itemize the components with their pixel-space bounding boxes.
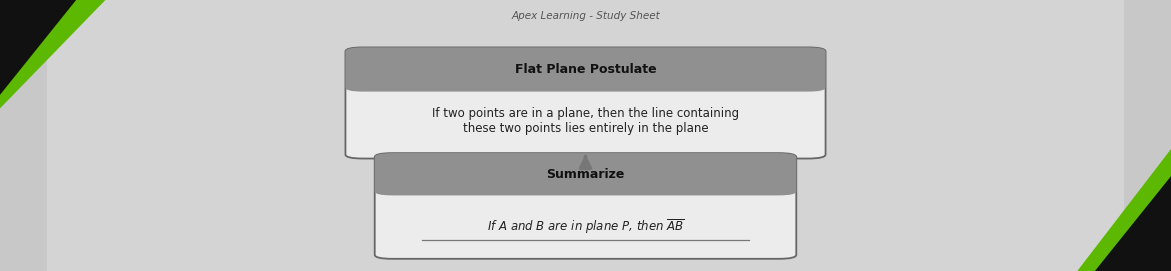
Text: If $A$ and $B$ are in plane $P$, then $\overline{AB}$: If $A$ and $B$ are in plane $P$, then $\… — [487, 217, 684, 236]
FancyBboxPatch shape — [375, 153, 796, 195]
FancyBboxPatch shape — [345, 47, 826, 92]
Polygon shape — [0, 0, 105, 108]
FancyBboxPatch shape — [395, 178, 776, 191]
Polygon shape — [1077, 149, 1171, 271]
FancyBboxPatch shape — [365, 73, 806, 88]
FancyBboxPatch shape — [47, 0, 1124, 271]
FancyBboxPatch shape — [375, 153, 796, 259]
Text: If two points are in a plane, then the line containing
these two points lies ent: If two points are in a plane, then the l… — [432, 107, 739, 135]
Text: Apex Learning - Study Sheet: Apex Learning - Study Sheet — [511, 11, 660, 21]
Text: Summarize: Summarize — [547, 168, 624, 181]
FancyBboxPatch shape — [345, 47, 826, 159]
Polygon shape — [1095, 176, 1171, 271]
Polygon shape — [0, 0, 76, 95]
Text: Flat Plane Postulate: Flat Plane Postulate — [515, 63, 656, 76]
